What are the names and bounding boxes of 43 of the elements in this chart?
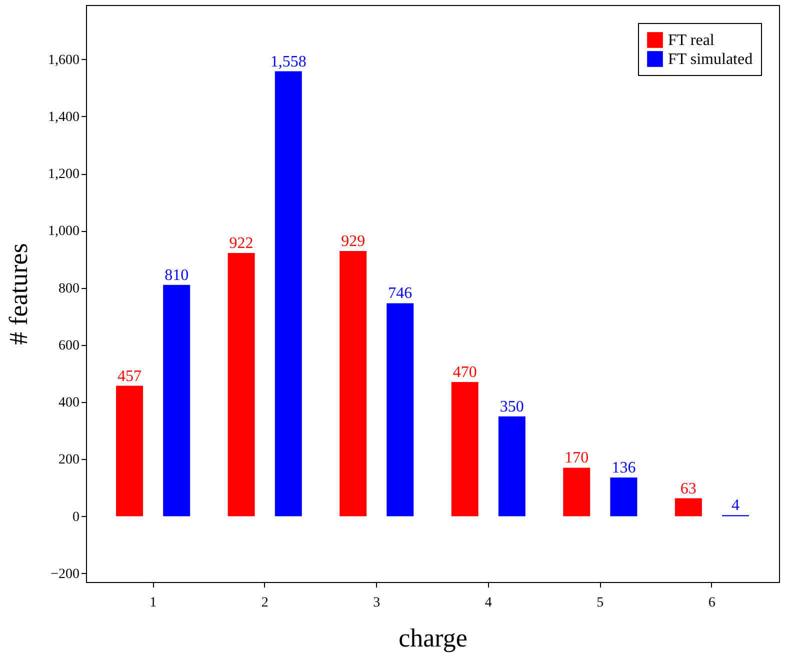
y-tick-label: 0 [72,510,80,525]
data-label: 929 [341,232,366,250]
bar [274,71,302,516]
bar [498,416,526,516]
x-tick-label: 3 [373,596,380,610]
data-label: 136 [612,459,636,476]
y-tick-label: 1,400 [48,110,80,125]
x-tick-label: 4 [484,596,492,610]
y-tick-label: 200 [58,452,80,468]
bar [340,250,367,516]
bar [228,252,255,516]
data-label: 170 [564,450,589,467]
y-axis-title: # features [4,243,33,345]
legend-label: FT real [668,32,715,49]
data-label: 470 [452,364,477,382]
y-tick-label: 800 [58,281,80,296]
y-tick-label: 1,000 [48,224,80,240]
data-label: 810 [164,266,189,284]
data-label: 1,558 [270,53,306,70]
x-tick-label: 6 [708,596,716,610]
data-label: 350 [500,398,524,416]
bar [116,386,144,516]
y-tick-label: 1,600 [48,52,80,68]
data-label: 63 [680,480,696,498]
x-tick-label: 5 [596,596,604,610]
legend-label: FT simulated [668,51,753,68]
bar [386,303,414,516]
x-axis-title: charge [398,624,468,652]
data-label: 922 [229,234,254,252]
y-tick-label: 1,200 [48,167,80,182]
data-label: 746 [388,285,412,302]
y-tick-label: −200 [50,566,80,582]
bar [563,468,590,516]
y-tick-label: 400 [58,396,80,411]
x-tick-label: 2 [261,596,268,610]
bar [610,477,638,516]
y-tick-label: 600 [58,338,80,354]
bar [674,498,702,516]
data-label: 4 [731,497,740,514]
x-tick-label: 1 [150,596,157,610]
data-label: 457 [118,368,142,385]
bar [451,382,478,516]
bar [163,284,190,516]
